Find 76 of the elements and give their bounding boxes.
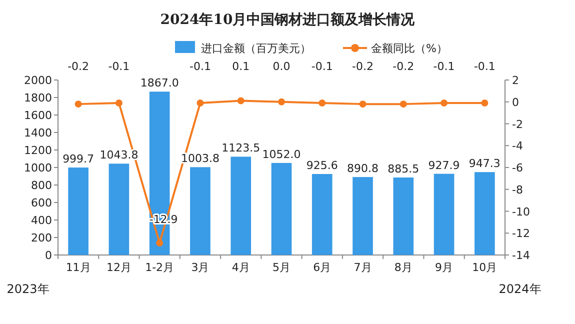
- data-label: 927.9: [428, 158, 460, 172]
- data-label: -0.2: [68, 60, 90, 73]
- bar: [352, 177, 373, 255]
- data-label: 999.7: [62, 152, 94, 166]
- legend-label: 进口金额（百万美元）: [201, 42, 311, 55]
- y-tick-label: 1600: [24, 109, 52, 122]
- text: 2024年: [498, 282, 542, 296]
- bar: [474, 172, 495, 255]
- x-tick-label: 11月: [66, 261, 91, 274]
- y-tick-label: 0: [45, 249, 52, 262]
- point: [318, 99, 326, 106]
- point: [74, 100, 82, 108]
- point: [400, 100, 407, 108]
- x-tick-label: 9月: [435, 261, 454, 274]
- x-tick-label: 8月: [394, 261, 412, 274]
- bar: [68, 168, 88, 255]
- x-tick-label: 10月: [472, 261, 498, 274]
- y2-tick-label: -10: [512, 205, 530, 218]
- y2-tick-label: -2: [512, 118, 523, 131]
- point: [278, 98, 285, 106]
- data-label: -0.2: [392, 60, 414, 73]
- point: [196, 99, 204, 106]
- data-label: -0.1: [189, 60, 211, 73]
- legend-label: 金额同比（%）: [371, 42, 448, 55]
- point: [359, 100, 366, 108]
- point: [156, 239, 164, 246]
- y-tick-label: 2000: [24, 74, 52, 87]
- x-tick-label: 1-2月: [145, 261, 174, 274]
- data-label: -0.1: [433, 60, 455, 73]
- x-tick-label: 4月: [232, 261, 250, 274]
- y2-tick-label: 0: [512, 96, 519, 109]
- data-label: -0.2: [352, 60, 374, 73]
- x-tick-label: 5月: [272, 261, 290, 274]
- y-tick-label: 800: [31, 179, 52, 192]
- bar: [393, 178, 414, 255]
- x-tick-label: 3月: [191, 261, 210, 274]
- data-label: 1867.0: [140, 76, 179, 90]
- data-label: -0.1: [108, 60, 130, 73]
- bar: [312, 174, 332, 255]
- data-label: 885.5: [388, 162, 420, 176]
- y2-tick-label: -4: [512, 140, 523, 153]
- y2-tick-label: -14: [512, 249, 530, 262]
- point: [481, 99, 488, 106]
- data-label: 890.8: [347, 162, 379, 176]
- data-label: 0.1: [232, 60, 250, 73]
- point: [237, 97, 244, 104]
- y2-tick-label: -12: [512, 227, 530, 240]
- y-tick-label: 1000: [24, 162, 52, 174]
- data-label: -0.1: [311, 60, 333, 73]
- y-tick-label: 1800: [24, 92, 52, 104]
- y-tick-label: 1400: [24, 126, 52, 140]
- y2-tick-label: -8: [512, 183, 523, 196]
- point: [440, 99, 448, 106]
- x-tick-label: 7月: [354, 261, 372, 274]
- y-tick-label: 400: [31, 214, 52, 227]
- bar: [190, 167, 210, 255]
- data-label: 0.0: [272, 60, 290, 73]
- bar: [271, 162, 292, 255]
- data-label: -0.1: [474, 60, 496, 73]
- data-label: 925.6: [306, 159, 338, 172]
- x-tick-label: 12月: [106, 261, 132, 274]
- x-tick-label: 6月: [313, 261, 332, 274]
- data-label: 1123.5: [222, 142, 260, 155]
- point: [115, 99, 122, 106]
- y2-tick-label: -6: [512, 162, 523, 174]
- y-tick-label: 1200: [24, 144, 52, 157]
- y2-tick-label: 2: [512, 74, 519, 87]
- bar: [108, 164, 130, 255]
- text: 2023年: [6, 282, 50, 296]
- y-tick-label: 600: [31, 196, 52, 210]
- chart-title: 2024年10月中国钢材进口额及增长情况: [160, 11, 416, 28]
- data-label: 947.3: [468, 157, 500, 170]
- bar: [434, 174, 454, 255]
- data-label: 1052.0: [262, 148, 301, 161]
- y-tick-label: 200: [31, 232, 52, 244]
- bar: [230, 156, 252, 255]
